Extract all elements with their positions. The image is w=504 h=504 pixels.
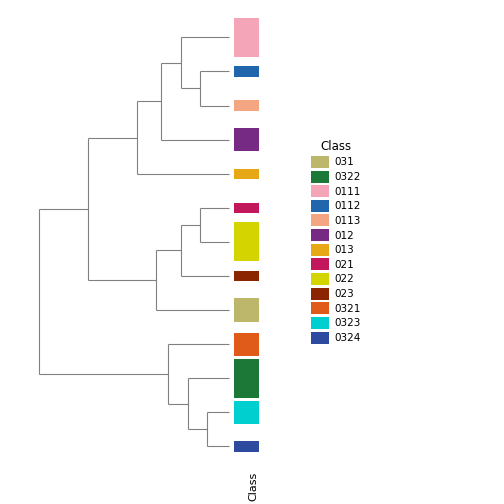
Bar xyxy=(234,168,259,179)
Bar xyxy=(234,298,259,322)
Bar xyxy=(234,333,259,356)
Bar xyxy=(234,203,259,213)
Bar xyxy=(234,66,259,77)
Bar xyxy=(234,401,259,424)
Bar xyxy=(234,100,259,111)
Bar xyxy=(234,359,259,398)
Bar xyxy=(234,442,259,452)
Bar xyxy=(234,222,259,262)
Legend: 031, 0322, 0111, 0112, 0113, 012, 013, 021, 022, 023, 0321, 0323, 0324: 031, 0322, 0111, 0112, 0113, 012, 013, 0… xyxy=(307,137,364,347)
Bar xyxy=(234,18,259,57)
Bar xyxy=(234,271,259,281)
Bar xyxy=(234,128,259,151)
Text: Class: Class xyxy=(248,472,259,501)
